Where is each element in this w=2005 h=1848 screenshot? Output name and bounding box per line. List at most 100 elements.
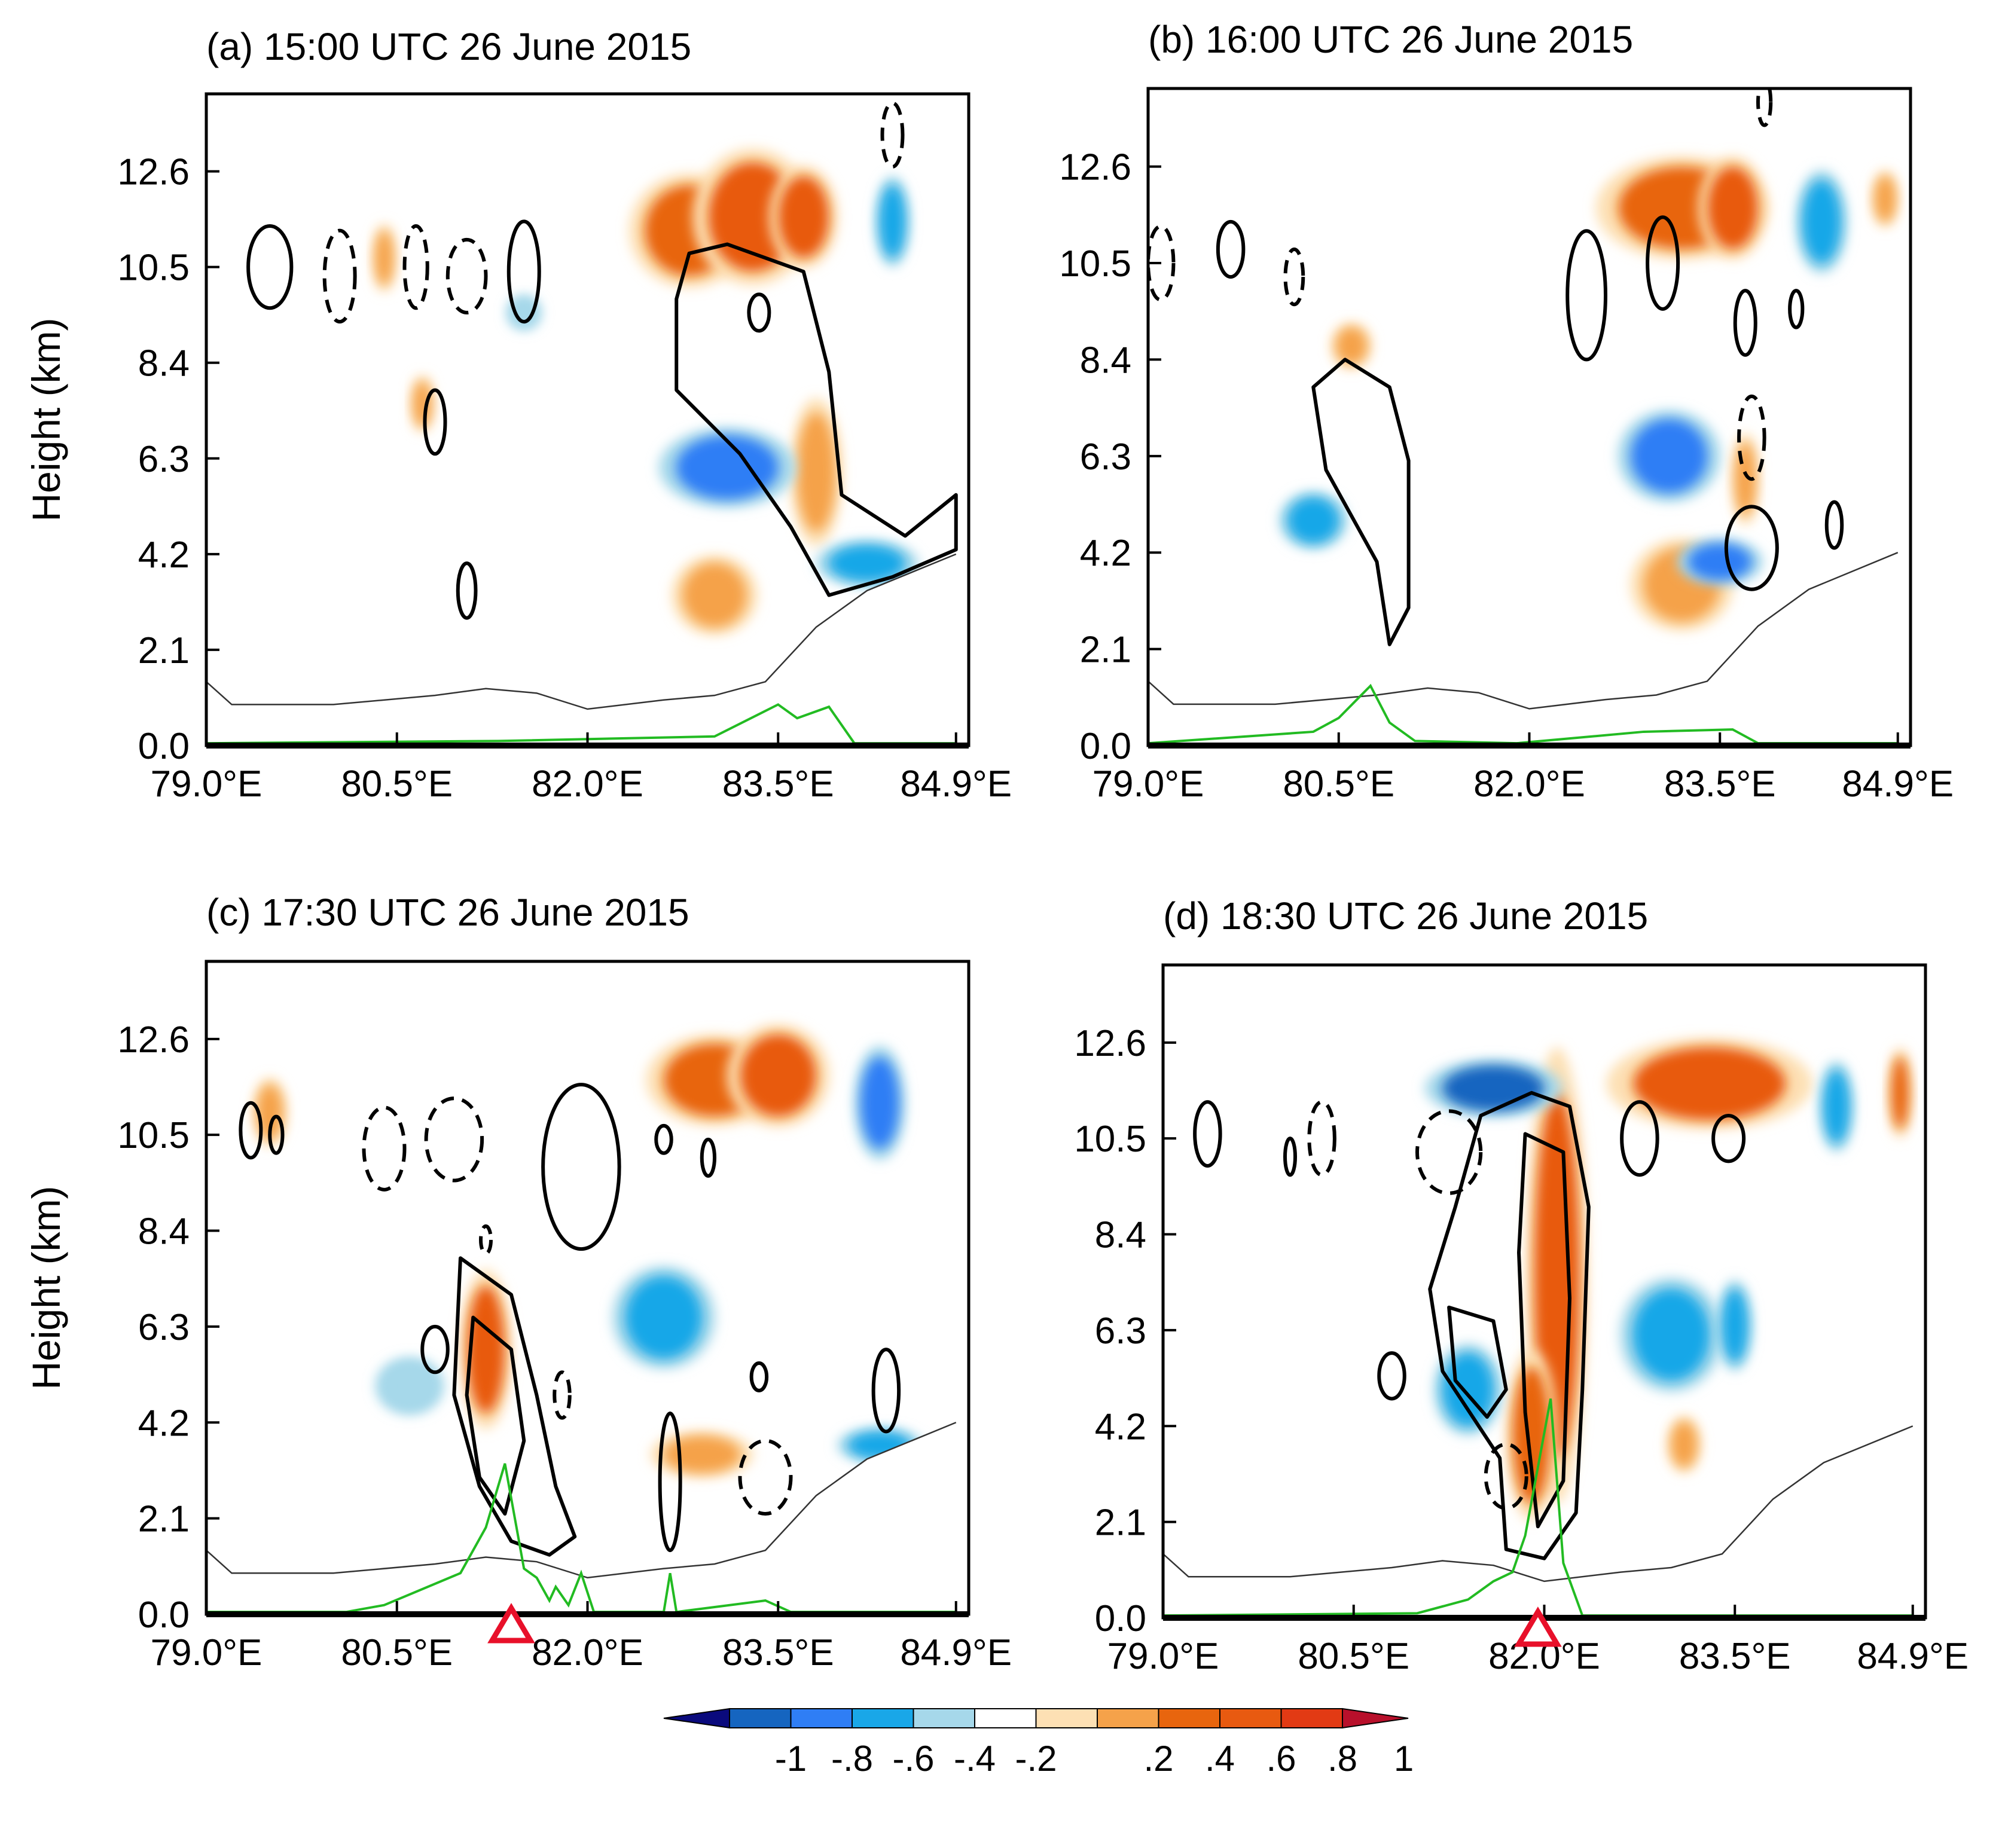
- contour-9: [1824, 500, 1844, 550]
- colorbar-label-4: -.2: [1015, 1739, 1057, 1779]
- colorbar-label-5: .2: [1143, 1739, 1173, 1779]
- colorbar-box-1: [790, 1708, 853, 1728]
- shaded-core-1: [1512, 1367, 1551, 1504]
- contour-8: [1724, 505, 1779, 591]
- contour-6: [456, 561, 478, 620]
- shaded-core-2: [778, 176, 829, 258]
- x-tick-label-4: 84.9°E: [1857, 1636, 1969, 1677]
- contour-7: [880, 101, 905, 169]
- contour-8: [747, 292, 771, 333]
- x-tick-label-3: 83.5°E: [722, 763, 834, 805]
- shaded-core-8: [257, 1085, 283, 1140]
- colorbar: -1 -.8 -.6 -.4 -.2 .2 .4 .6 .8 1: [663, 1708, 1414, 1779]
- contour-1: [1216, 219, 1246, 279]
- panel-title-d: (d) 18:30 UTC 26 June 2015: [1163, 894, 1648, 937]
- shaded-core-9: [1824, 1070, 1850, 1143]
- shaded-core-7: [1671, 1421, 1697, 1467]
- y-tick-label-5: 10.5: [1059, 243, 1131, 285]
- contour-4: [1711, 1114, 1746, 1163]
- shaded-core-5: [1633, 1289, 1710, 1380]
- y-tick-label-6: 12.6: [1059, 147, 1131, 188]
- terrain-fill: [206, 1422, 969, 1614]
- y-tick-label-0: 0.0: [1095, 1598, 1146, 1639]
- shaded-core-7: [1336, 327, 1367, 365]
- colorbar-label-0: -1: [775, 1739, 807, 1779]
- colorbar-box-4: [974, 1708, 1037, 1728]
- y-tick-label-4: 8.4: [1080, 340, 1131, 381]
- y-tick-label-2: 4.2: [138, 1403, 190, 1444]
- colorbar-end-high: [1342, 1708, 1409, 1729]
- shaded-core-1: [1707, 166, 1758, 249]
- colorbar-label-1: -.8: [831, 1739, 873, 1779]
- y-tick-label-4: 8.4: [138, 1211, 190, 1253]
- shaded-core-2: [1631, 419, 1707, 493]
- x-tick-label-4: 84.9°E: [900, 1632, 1012, 1673]
- y-tick-label-0: 0.0: [138, 726, 190, 767]
- colorbar-label-7: .6: [1266, 1739, 1296, 1779]
- shaded-core-3: [466, 1285, 505, 1413]
- y-tick-label-0: 0.0: [1080, 726, 1131, 767]
- panel-title-a: (a) 15:00 UTC 26 June 2015: [206, 25, 691, 68]
- y-tick-label-6: 12.6: [1074, 1023, 1146, 1064]
- contour-4: [541, 1083, 621, 1251]
- shaded-core-2: [860, 1057, 899, 1149]
- terrain-line: [1148, 552, 1899, 710]
- contour-5: [1733, 289, 1757, 357]
- contour-9: [700, 1137, 716, 1178]
- shaded-core-7: [880, 185, 905, 258]
- contour-6: [1484, 1442, 1528, 1510]
- terrain-fill: [1148, 552, 1911, 746]
- x-tick-label-1: 80.5°E: [341, 763, 453, 805]
- shaded-core-1: [740, 1034, 816, 1117]
- plot-area-b: [1148, 88, 1911, 746]
- contour-6: [420, 1324, 450, 1374]
- shaded-core-7: [384, 1363, 435, 1409]
- shaded-core-9: [413, 381, 432, 427]
- contour-10: [749, 1361, 769, 1392]
- y-tick-label-3: 6.3: [1080, 436, 1131, 478]
- storm-location-marker: [487, 1603, 535, 1644]
- panel-c: (c) 17:30 UTC 26 June 2015 0.0 2.1 4.2 6.3 8.…: [24, 891, 1012, 1673]
- contour-large-0: [675, 242, 958, 597]
- shaded-core-5: [1802, 180, 1841, 264]
- y-tick-label-3: 6.3: [138, 1307, 190, 1348]
- panel-b: (b) 16:00 UTC 26 June 2015 0.0 2.1 4.2 6.3 8.…: [1059, 18, 1954, 805]
- contour-5: [423, 388, 447, 456]
- x-tick-label-1: 80.5°E: [341, 1632, 453, 1673]
- contour-large-1: [465, 1315, 526, 1516]
- shaded-core-4: [676, 435, 779, 500]
- contour-large-0: [452, 1256, 577, 1557]
- y-tick-label-4: 8.4: [1095, 1215, 1146, 1256]
- shaded-core-5: [682, 563, 747, 627]
- y-tick-label-5: 10.5: [1074, 1119, 1146, 1160]
- x-tick-label-0: 79.0°E: [151, 763, 263, 805]
- y-tick-label-5: 10.5: [117, 248, 190, 289]
- shaded-core-2: [1442, 1065, 1545, 1111]
- plot-area-a: [206, 94, 969, 746]
- panel-a: (a) 15:00 UTC 26 June 2015 0.0 2.1 4.2 6.3 8.…: [24, 25, 1012, 805]
- shaded-core-6: [1722, 1289, 1748, 1363]
- shaded-core-8: [1287, 497, 1339, 543]
- colorbar-box-0: [729, 1708, 792, 1728]
- storm-location-marker: [1513, 1606, 1562, 1647]
- y-tick-label-2: 4.2: [1095, 1406, 1146, 1447]
- terrain-line: [1163, 1425, 1914, 1583]
- shaded-core-9: [1688, 543, 1752, 581]
- x-tick-label-0: 79.0°E: [1092, 763, 1204, 805]
- plot-area-c: [206, 961, 969, 1614]
- x-tick-label-1: 80.5°E: [1298, 1636, 1409, 1677]
- plot-area-d: [1163, 965, 1925, 1618]
- y-tick-label-1: 2.1: [1080, 630, 1131, 671]
- contour-6: [1788, 289, 1805, 329]
- terrain-line: [206, 553, 957, 710]
- y-tick-label-3: 6.3: [1095, 1311, 1146, 1352]
- y-tick-label-1: 2.1: [138, 630, 190, 671]
- x-tick-label-2: 82.0°E: [1473, 763, 1585, 805]
- contour-4: [1646, 215, 1680, 311]
- shaded-core-8: [375, 230, 393, 286]
- shaded-core-3: [797, 413, 835, 532]
- y-tick-label-2: 4.2: [1080, 533, 1131, 574]
- contour-0: [1193, 1100, 1222, 1168]
- colorbar-box-3: [913, 1708, 975, 1728]
- shaded-core-8: [1891, 1056, 1909, 1129]
